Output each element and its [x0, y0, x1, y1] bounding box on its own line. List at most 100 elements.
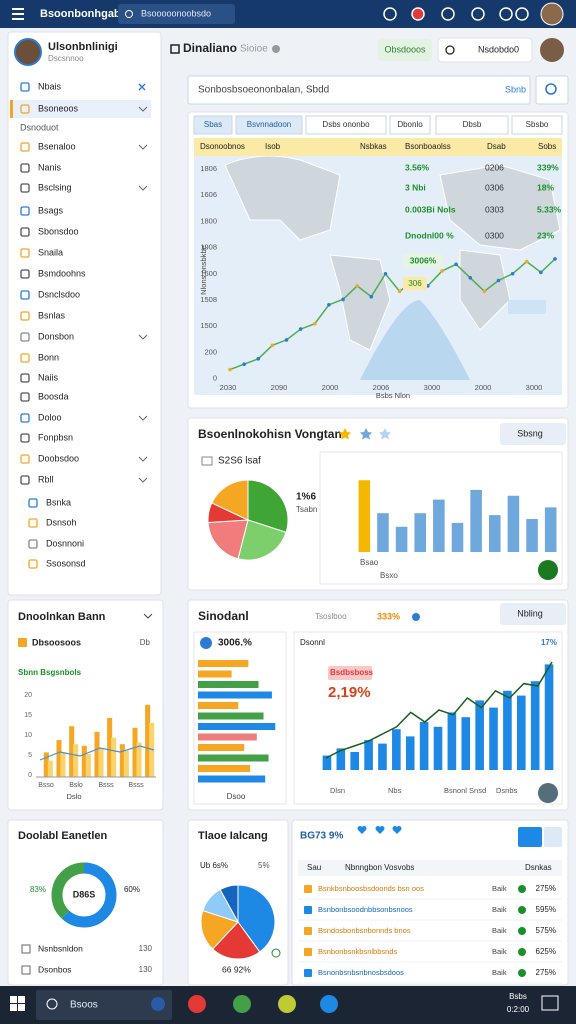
dropdown-label[interactable]: Nbling — [517, 608, 543, 618]
menu-item[interactable]: Bsnka — [46, 497, 71, 507]
top-icon[interactable] — [515, 7, 529, 21]
menu-item[interactable]: Dsnclsdoo — [38, 289, 80, 299]
menu-item[interactable]: Bsnlas — [38, 310, 66, 320]
menu-item[interactable]: Bsclsing — [38, 182, 72, 192]
start-logo[interactable] — [18, 996, 25, 1003]
check-button[interactable] — [518, 827, 542, 847]
menu-item[interactable]: Bsoneoos — [38, 103, 79, 113]
search-button[interactable] — [535, 75, 569, 105]
fab-button[interactable] — [538, 783, 558, 803]
status-dot — [518, 906, 526, 914]
point — [312, 321, 317, 326]
tab[interactable] — [389, 115, 431, 135]
menu-item[interactable]: Bsags — [38, 205, 64, 215]
checkbox[interactable] — [170, 44, 180, 54]
land — [224, 155, 341, 241]
menu-item-icon — [20, 142, 30, 152]
page-tag: Sioioe — [240, 44, 268, 55]
taskbar-app[interactable] — [278, 995, 296, 1013]
tab-label[interactable]: Dbonlo — [397, 120, 423, 129]
bar — [94, 731, 100, 777]
top-icon[interactable] — [499, 7, 513, 21]
taskbar-app[interactable] — [188, 995, 206, 1013]
tab[interactable] — [435, 115, 509, 135]
menu-item[interactable]: Dsnoduot — [20, 122, 59, 132]
dropdown[interactable] — [500, 603, 566, 625]
start-logo[interactable] — [18, 1004, 25, 1011]
tab-label[interactable]: Sbas — [204, 120, 222, 129]
menu-item[interactable]: Doloo — [38, 412, 62, 422]
row-value: 275% — [536, 884, 556, 893]
tab[interactable] — [235, 115, 303, 135]
start-logo[interactable] — [10, 996, 17, 1003]
menu-item[interactable]: Bonn — [38, 352, 59, 362]
x-tick-label: Bsss — [128, 782, 144, 789]
menu-item[interactable]: Nbais — [38, 81, 62, 91]
taskbar-app[interactable] — [320, 995, 338, 1013]
point — [482, 289, 487, 294]
tab[interactable] — [193, 115, 233, 135]
menu-icon[interactable] — [12, 13, 24, 15]
stack-bar — [198, 744, 245, 751]
menu-item[interactable]: Doobsdoo — [38, 453, 79, 463]
menu-item[interactable]: Donsbon — [38, 331, 74, 341]
account-pill[interactable] — [437, 37, 533, 63]
donut-right: 60% — [124, 885, 140, 894]
taskbar-app[interactable] — [233, 995, 251, 1013]
menu-item[interactable]: Dosnnoni — [46, 538, 84, 548]
taskbar-icon[interactable] — [151, 997, 165, 1011]
top-icon[interactable] — [383, 7, 397, 21]
point — [284, 338, 289, 342]
menu-item[interactable]: Boosda — [38, 391, 69, 401]
table-cell: 339% — [537, 162, 559, 172]
table-head: Isob — [265, 142, 281, 151]
menu-item[interactable]: Ssosonsd — [46, 558, 86, 568]
dropdown-label[interactable]: Sbsng — [517, 428, 543, 438]
bar — [136, 742, 142, 777]
close-icon[interactable] — [138, 83, 146, 91]
top-icon[interactable] — [441, 7, 455, 21]
badge-icon — [18, 638, 27, 647]
taskbar-search[interactable] — [36, 990, 172, 1020]
callout-text: 3006% — [410, 255, 437, 265]
top-icon[interactable] — [411, 7, 425, 21]
menu-icon[interactable] — [12, 8, 24, 10]
action-button[interactable] — [378, 39, 432, 61]
start-logo[interactable] — [10, 1004, 17, 1011]
menu-item[interactable]: Nanis — [38, 162, 62, 172]
tab[interactable] — [511, 115, 563, 135]
menu-icon[interactable] — [12, 18, 24, 20]
stack-bar — [198, 670, 232, 678]
tab-label[interactable]: Dbsb — [463, 120, 482, 129]
ocean-shape — [360, 300, 470, 380]
stack-bar — [198, 681, 259, 688]
tab[interactable] — [305, 115, 387, 135]
menu-item[interactable]: Naiis — [38, 372, 59, 382]
tab-label[interactable]: Bsvnnadoon — [247, 120, 291, 129]
point — [539, 270, 543, 275]
toggle-button[interactable] — [544, 827, 562, 847]
y-tick-label: 20 — [24, 692, 32, 699]
menu-item[interactable]: Rbll — [38, 474, 54, 484]
avatar[interactable] — [540, 2, 564, 26]
search-box[interactable] — [118, 4, 235, 24]
menu-item[interactable]: Snaila — [38, 247, 63, 257]
menu-item[interactable]: Dsnsoh — [46, 517, 77, 527]
point — [383, 271, 388, 276]
header-avatar[interactable] — [540, 38, 564, 62]
bar — [503, 690, 512, 770]
menu-item[interactable]: Bsenaloo — [38, 141, 76, 151]
menu-item[interactable]: Sbonsdoo — [38, 226, 79, 236]
top-icon[interactable] — [471, 7, 485, 21]
bar — [47, 760, 53, 777]
search-input[interactable] — [187, 75, 531, 105]
pie-slice — [237, 884, 276, 953]
dropdown[interactable] — [500, 423, 566, 445]
menu-item[interactable]: Bsmdoohns — [38, 268, 86, 278]
fab-button[interactable] — [538, 560, 558, 580]
menu-item[interactable]: Fonpbsn — [38, 432, 73, 442]
tab-label[interactable]: Dsbs ononbo — [322, 120, 370, 129]
bar — [447, 712, 457, 770]
notification-icon[interactable] — [541, 995, 559, 1011]
tab-label[interactable]: Sbsbo — [526, 120, 549, 129]
